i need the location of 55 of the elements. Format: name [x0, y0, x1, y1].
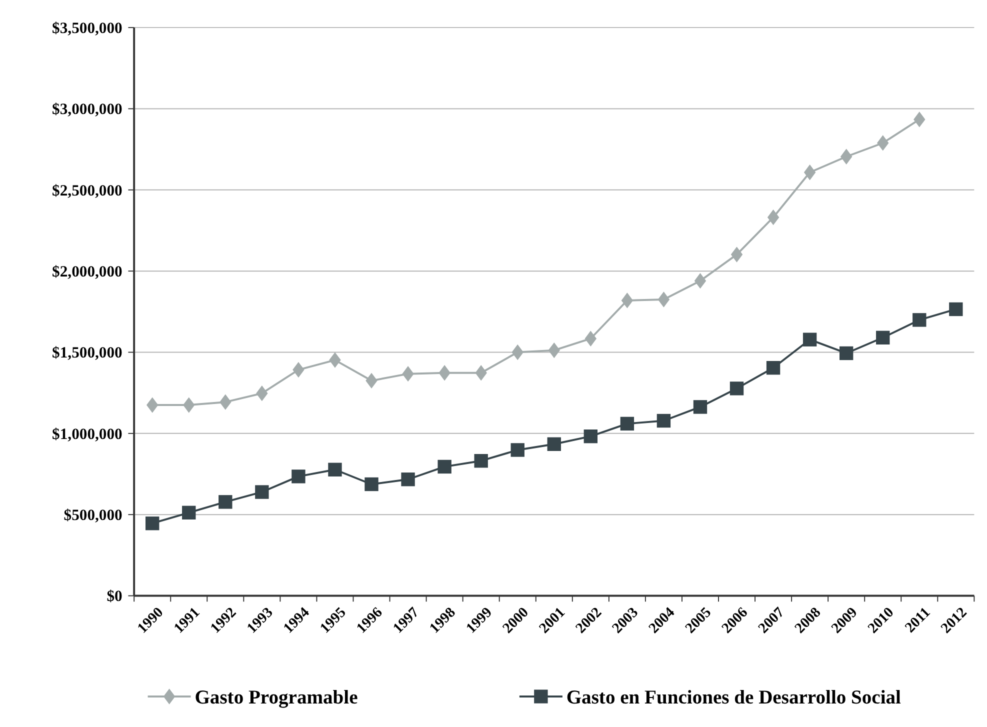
point [512, 344, 524, 360]
point [914, 112, 926, 128]
point [694, 272, 706, 289]
point [220, 394, 232, 410]
point [475, 365, 487, 381]
point [693, 400, 708, 414]
point [620, 416, 634, 431]
point [658, 292, 670, 308]
point [876, 330, 890, 344]
y-tick-label: $0 [106, 588, 123, 606]
point [402, 366, 414, 382]
point [840, 148, 852, 164]
y-tick-label: $3,500,000 [52, 20, 123, 38]
point [292, 470, 306, 484]
point [730, 246, 743, 262]
point [949, 302, 963, 316]
point [804, 164, 816, 180]
point [146, 516, 160, 530]
point [510, 443, 524, 457]
point [877, 135, 889, 151]
point [183, 397, 195, 413]
point [366, 372, 378, 388]
point [256, 386, 268, 402]
y-tick-label: $500,000 [64, 507, 123, 524]
point [401, 472, 415, 486]
point [912, 313, 926, 327]
point [548, 342, 560, 358]
point [364, 477, 378, 492]
point [329, 352, 341, 368]
point [767, 210, 780, 226]
point [218, 495, 232, 509]
legend-label: Gasto en Funciones de Desarrollo Social [566, 687, 902, 708]
point [802, 332, 817, 346]
point [656, 414, 671, 428]
point [621, 292, 634, 308]
y-tick-label: $1,000,000 [52, 426, 123, 443]
point [766, 360, 780, 375]
point [547, 437, 561, 451]
point [839, 346, 854, 360]
y-tick-label: $2,500,000 [52, 182, 123, 200]
y-tick-label: $1,500,000 [52, 344, 123, 362]
point [182, 506, 196, 520]
point [328, 462, 342, 476]
point [292, 362, 304, 378]
y-tick-label: $2,000,000 [52, 264, 123, 281]
point [146, 397, 158, 413]
point [438, 460, 452, 474]
point [255, 485, 269, 499]
y-tick-label: $3,000,000 [52, 101, 123, 118]
point [474, 454, 488, 468]
point [730, 382, 744, 396]
point [584, 430, 598, 444]
point [438, 365, 450, 381]
point [584, 330, 597, 346]
legend-label: Gasto Programable [194, 687, 358, 708]
